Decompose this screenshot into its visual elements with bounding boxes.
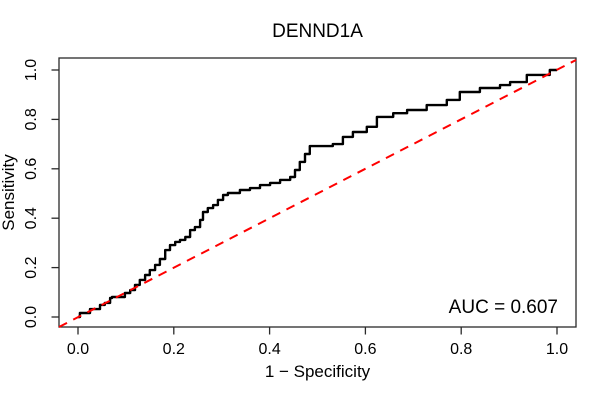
y-tick-label: 1.0 xyxy=(23,59,40,81)
y-tick-label: 0.2 xyxy=(23,256,40,278)
diagonal-reference-line xyxy=(58,59,577,328)
plot-title: DENND1A xyxy=(272,21,363,42)
x-tick-label: 1.0 xyxy=(546,341,568,358)
series-layer xyxy=(58,59,577,328)
x-axis-label: 1 − Specificity xyxy=(265,362,371,381)
x-tick-label: 0.4 xyxy=(258,341,280,358)
x-axis-ticks: 0.0 0.2 0.4 0.6 0.8 1.0 xyxy=(67,327,568,358)
roc-curve xyxy=(78,68,557,319)
x-tick-label: 0.8 xyxy=(450,341,472,358)
y-tick-label: 0.4 xyxy=(23,207,40,229)
y-tick-label: 0.0 xyxy=(23,306,40,328)
auc-annotation: AUC = 0.607 xyxy=(449,297,558,318)
y-axis-label: Sensitivity xyxy=(0,154,18,231)
x-tick-label: 0.0 xyxy=(67,341,89,358)
y-tick-label: 0.8 xyxy=(23,108,40,130)
x-tick-label: 0.2 xyxy=(163,341,185,358)
plot-box xyxy=(58,57,577,328)
x-tick-label: 0.6 xyxy=(354,341,376,358)
y-axis-ticks: 0.0 0.2 0.4 0.6 0.8 1.0 xyxy=(23,59,59,328)
y-tick-label: 0.6 xyxy=(23,158,40,180)
